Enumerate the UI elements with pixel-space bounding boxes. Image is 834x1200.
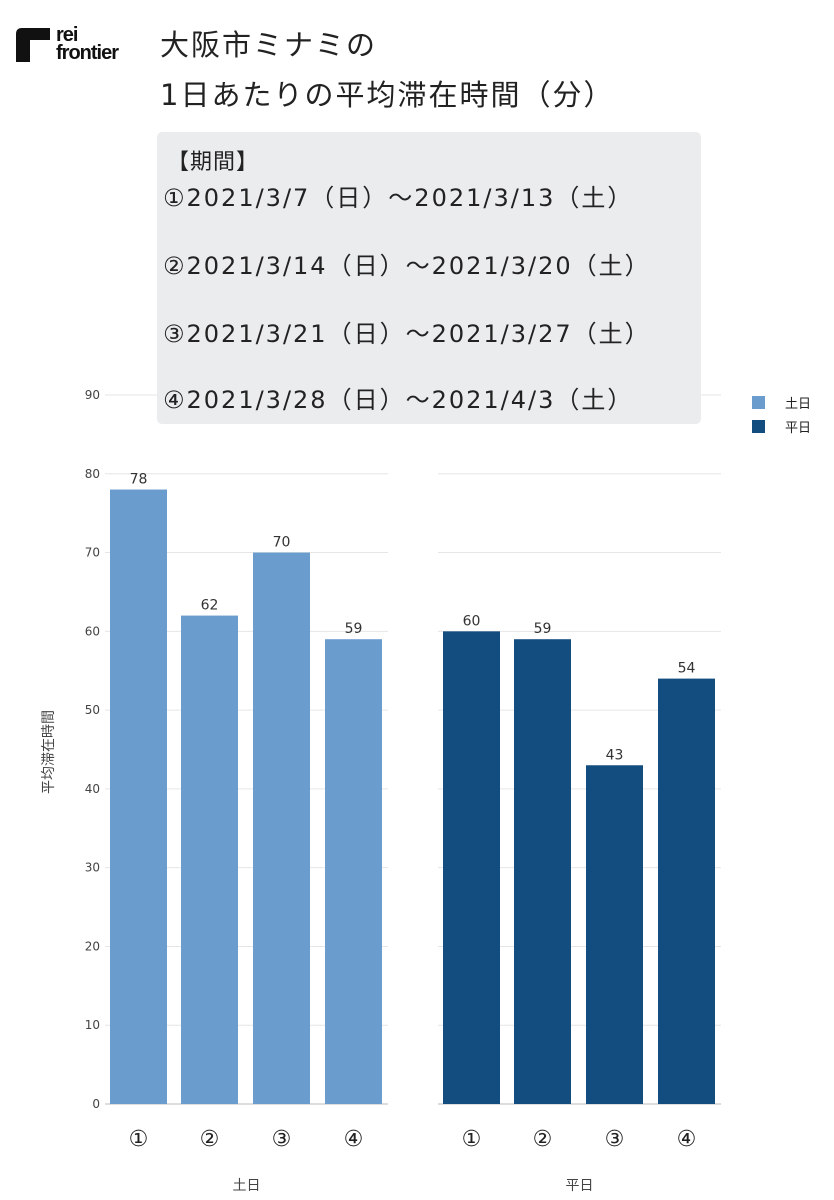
period-line-4: ④2021/3/28（日）～2021/4/3（土）: [163, 386, 634, 414]
title-line-2: 1日あたりの平均滞在時間（分）: [160, 78, 615, 112]
y-tick-label: 10: [85, 1018, 100, 1032]
logo-line-2: frontier: [56, 42, 119, 64]
category-label: ①: [462, 1127, 482, 1152]
logo-text: rei frontier: [56, 24, 119, 64]
y-tick-label: 0: [92, 1097, 100, 1111]
period-line-2: ②2021/3/14（日）～2021/3/20（土）: [163, 252, 651, 280]
bar: [181, 615, 238, 1104]
facet-label: 平日: [566, 1178, 594, 1194]
category-label: ③: [272, 1127, 292, 1152]
y-tick-label: 60: [85, 624, 100, 638]
legend-item-weekend: 土日: [752, 390, 811, 414]
data-label: 60: [463, 613, 481, 629]
y-axis-title: 平均滞在時間: [41, 710, 57, 794]
bar: [443, 631, 500, 1104]
logo-line-1: rei: [56, 24, 78, 46]
logo-mark-icon: [16, 28, 50, 62]
period-line-3: ③2021/3/21（日）～2021/3/27（土）: [163, 320, 651, 348]
category-label: ②: [200, 1127, 220, 1152]
y-tick-label: 70: [85, 546, 100, 560]
legend-swatch-weekend: [752, 395, 765, 409]
title-line-1: 大阪市ミナミの: [160, 28, 378, 62]
period-line-1: ①2021/3/7（日）～2021/3/13（土）: [163, 184, 634, 212]
bar: [110, 489, 167, 1104]
y-tick-label: 90: [85, 388, 100, 402]
data-label: 78: [130, 472, 148, 488]
facet-label: 土日: [233, 1178, 261, 1194]
legend-label-weekday: 平日: [785, 420, 812, 436]
rei-frontier-logo: rei frontier: [16, 24, 136, 66]
data-label: 62: [201, 598, 219, 614]
bar: [325, 639, 382, 1104]
period-info-box: 【期間】 ①2021/3/7（日）～2021/3/13（土） ②2021/3/1…: [157, 132, 701, 424]
data-label: 59: [345, 621, 363, 637]
bar: [586, 765, 643, 1104]
legend: 土日 平日: [752, 390, 811, 438]
category-label: ③: [605, 1127, 625, 1152]
y-tick-label: 80: [85, 467, 100, 481]
category-label: ④: [344, 1127, 364, 1152]
category-label: ①: [129, 1127, 149, 1152]
period-heading: 【期間】: [167, 150, 260, 175]
data-label: 70: [273, 535, 291, 551]
legend-label-weekend: 土日: [785, 396, 812, 412]
y-tick-label: 30: [85, 861, 100, 875]
legend-item-weekday: 平日: [752, 414, 811, 438]
y-tick-label: 50: [85, 703, 100, 717]
y-tick-label: 20: [85, 939, 100, 953]
bar: [253, 552, 310, 1104]
legend-swatch-weekday: [752, 419, 765, 433]
data-label: 43: [606, 747, 624, 763]
bar: [514, 639, 571, 1104]
bar: [658, 678, 715, 1104]
chart-title: 大阪市ミナミの 1日あたりの平均滞在時間（分）: [160, 20, 614, 120]
category-label: ②: [533, 1127, 553, 1152]
y-tick-label: 40: [85, 782, 100, 796]
category-label: ④: [677, 1127, 697, 1152]
data-label: 59: [534, 621, 552, 637]
data-label: 54: [678, 661, 696, 677]
